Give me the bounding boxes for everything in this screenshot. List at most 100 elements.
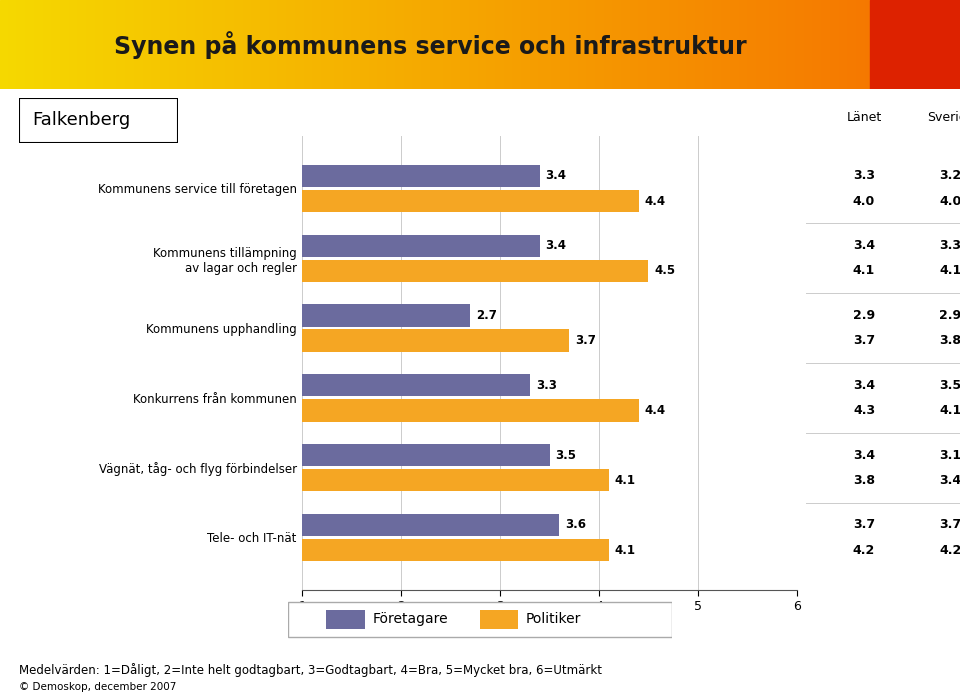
Text: 3.1: 3.1 [939, 449, 960, 461]
Bar [457, 0, 462, 89]
Text: 4.1: 4.1 [939, 404, 960, 417]
Bar [804, 0, 810, 89]
Text: 3.3: 3.3 [940, 239, 960, 252]
Bar [548, 0, 554, 89]
Text: 2.7: 2.7 [476, 309, 497, 322]
Bar [96, 0, 101, 89]
Bar [179, 0, 183, 89]
Bar [83, 0, 88, 89]
Bar [787, 0, 793, 89]
Bar [313, 0, 319, 89]
Bar [552, 0, 558, 89]
Bar [435, 0, 441, 89]
Bar [775, 0, 780, 89]
Bar [478, 0, 484, 89]
Bar [709, 0, 714, 89]
Bar [26, 0, 32, 89]
Bar [31, 0, 36, 89]
Bar [302, 374, 530, 396]
Text: © Demoskop, december 2007: © Demoskop, december 2007 [19, 683, 177, 692]
Bar [309, 0, 314, 89]
Bar [870, 0, 960, 89]
Bar [492, 0, 497, 89]
Bar [300, 0, 305, 89]
Bar [483, 0, 489, 89]
Bar [235, 0, 240, 89]
Bar [579, 0, 584, 89]
Bar [517, 0, 523, 89]
Bar [543, 0, 549, 89]
Bar [687, 0, 693, 89]
Bar [302, 399, 638, 422]
Bar [352, 0, 358, 89]
Bar [366, 0, 371, 89]
Bar [565, 0, 571, 89]
Text: 3.5: 3.5 [556, 449, 577, 461]
Text: 3.7: 3.7 [939, 519, 960, 531]
Bar [108, 0, 114, 89]
Bar [191, 0, 197, 89]
Bar [261, 0, 266, 89]
Bar [256, 0, 262, 89]
Bar [302, 304, 470, 327]
Bar [196, 0, 201, 89]
Text: 3.3: 3.3 [853, 170, 875, 182]
Bar [535, 0, 540, 89]
Bar [302, 469, 609, 491]
Bar [252, 0, 257, 89]
Bar [500, 0, 506, 89]
Bar [466, 0, 470, 89]
Bar [218, 0, 223, 89]
Bar [857, 0, 862, 89]
Bar [792, 0, 797, 89]
Bar [326, 610, 365, 629]
Bar [496, 0, 501, 89]
Bar [35, 0, 40, 89]
Bar [326, 0, 331, 89]
Bar [827, 0, 832, 89]
Bar [383, 0, 388, 89]
Bar [670, 0, 675, 89]
Text: 4.1: 4.1 [614, 474, 636, 487]
Bar [583, 0, 588, 89]
Bar [335, 0, 340, 89]
Bar [227, 0, 231, 89]
Bar [213, 0, 219, 89]
Bar [265, 0, 271, 89]
Bar [648, 0, 654, 89]
Bar [239, 0, 245, 89]
Bar [588, 0, 592, 89]
Bar [849, 0, 853, 89]
Text: 3.8: 3.8 [853, 474, 875, 487]
Bar [131, 0, 136, 89]
Text: Länet: Länet [847, 111, 881, 124]
Bar [835, 0, 841, 89]
Bar [705, 0, 710, 89]
Bar [302, 165, 540, 187]
Bar [348, 0, 353, 89]
Bar [418, 0, 423, 89]
Text: 4.4: 4.4 [644, 195, 665, 207]
Bar [636, 0, 640, 89]
Bar [5, 0, 10, 89]
Bar [22, 0, 27, 89]
Bar [422, 0, 427, 89]
Text: 3.4: 3.4 [939, 474, 960, 487]
Bar [357, 0, 362, 89]
Text: 4.2: 4.2 [852, 544, 876, 556]
Bar [522, 0, 527, 89]
Bar [302, 235, 540, 257]
Bar [274, 0, 279, 89]
Bar [296, 0, 301, 89]
Bar [278, 0, 284, 89]
Bar [105, 0, 109, 89]
Bar [461, 0, 467, 89]
Bar [822, 0, 828, 89]
Bar [844, 0, 850, 89]
Bar [526, 0, 532, 89]
Bar [39, 0, 44, 89]
Bar [796, 0, 802, 89]
Bar [208, 0, 214, 89]
Bar [244, 0, 249, 89]
Bar [713, 0, 719, 89]
